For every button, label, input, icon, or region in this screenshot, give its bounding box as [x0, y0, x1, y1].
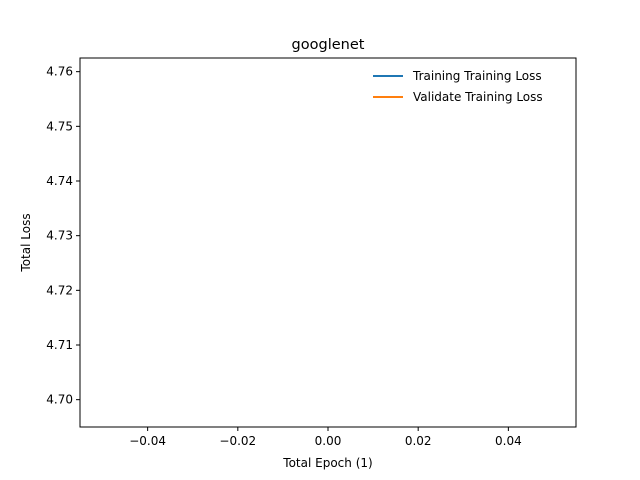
- y-tick-label: 4.76: [46, 65, 73, 79]
- x-tick-label: 0.04: [495, 434, 522, 448]
- legend: Training Training Loss Validate Training …: [373, 69, 543, 104]
- chart-title: googlenet: [292, 37, 365, 53]
- x-tick-label: −0.04: [129, 434, 166, 448]
- x-tick-label: 0.02: [405, 434, 432, 448]
- x-axis: −0.04 −0.02 0.00 0.02 0.04: [129, 427, 522, 448]
- x-tick-label: −0.02: [219, 434, 256, 448]
- plot-area-frame: [79, 57, 577, 428]
- y-tick-label: 4.73: [46, 229, 73, 243]
- y-axis-label: Total Loss: [19, 213, 33, 272]
- x-axis-label: Total Epoch (1): [282, 456, 372, 470]
- y-tick-label: 4.74: [46, 174, 73, 188]
- x-tick-label: 0.00: [315, 434, 342, 448]
- y-tick-label: 4.70: [46, 393, 73, 407]
- legend-label-0: Training Training Loss: [412, 69, 542, 83]
- y-axis: 4.70 4.71 4.72 4.73 4.74 4.75 4.76: [46, 65, 80, 407]
- y-tick-label: 4.72: [46, 283, 73, 297]
- y-tick-label: 4.75: [46, 119, 73, 133]
- legend-label-1: Validate Training Loss: [413, 90, 543, 104]
- y-tick-label: 4.71: [46, 338, 73, 352]
